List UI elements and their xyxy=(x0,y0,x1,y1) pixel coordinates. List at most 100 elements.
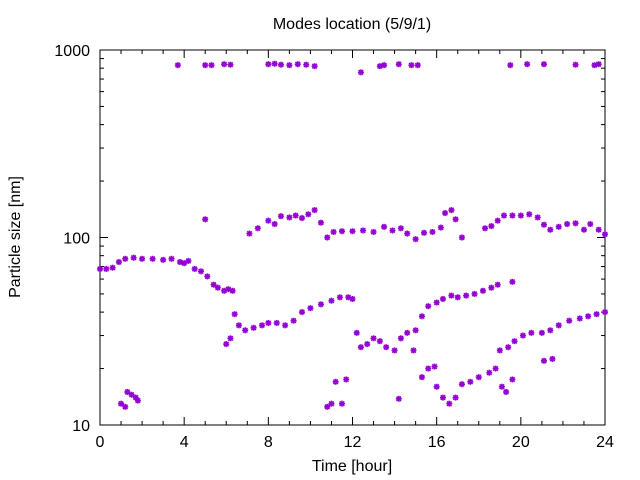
data-point xyxy=(547,327,554,334)
data-point xyxy=(317,219,324,226)
y-tick-labels: 10 100 1000 xyxy=(54,43,90,435)
data-point xyxy=(303,61,310,68)
data-point xyxy=(404,329,411,336)
data-point xyxy=(517,212,524,219)
data-point xyxy=(227,335,234,342)
data-point xyxy=(576,315,583,322)
data-point xyxy=(208,62,215,69)
x-tick-label: 24 xyxy=(596,434,614,451)
data-point xyxy=(282,322,289,329)
data-point xyxy=(250,324,257,331)
data-point xyxy=(370,335,377,342)
data-point xyxy=(357,344,364,351)
data-point xyxy=(265,217,272,224)
data-point xyxy=(290,317,297,324)
data-point xyxy=(246,230,253,237)
data-point xyxy=(122,255,129,262)
data-point xyxy=(328,400,335,407)
x-axis-label: Time [hour] xyxy=(312,458,392,475)
data-point xyxy=(273,319,280,326)
data-point xyxy=(130,254,137,261)
data-point xyxy=(349,295,356,302)
data-point xyxy=(540,221,547,228)
data-point xyxy=(587,221,594,228)
x-tick-label: 8 xyxy=(264,434,273,451)
data-point xyxy=(429,228,436,235)
data-point xyxy=(103,265,110,272)
x-tick-labels: 0 4 8 12 16 20 24 xyxy=(96,434,614,451)
data-point xyxy=(317,301,324,308)
data-point xyxy=(585,313,592,320)
data-point xyxy=(524,61,531,68)
data-point xyxy=(486,369,493,376)
data-point xyxy=(168,255,175,262)
data-point xyxy=(492,365,499,372)
data-point xyxy=(540,357,547,364)
data-point xyxy=(488,284,495,291)
data-point xyxy=(286,62,293,69)
data-point xyxy=(277,61,284,68)
data-point xyxy=(467,378,474,385)
data-point xyxy=(439,295,446,302)
data-point xyxy=(231,311,238,318)
data-point xyxy=(534,214,541,221)
data-point xyxy=(353,329,360,336)
data-point xyxy=(418,313,425,320)
data-point xyxy=(397,335,404,342)
data-point xyxy=(395,395,402,402)
data-point xyxy=(564,221,571,228)
data-point xyxy=(404,230,411,237)
data-point xyxy=(494,217,501,224)
data-point xyxy=(509,212,516,219)
data-point xyxy=(595,61,602,68)
data-point xyxy=(307,305,314,312)
data-point xyxy=(418,374,425,381)
data-point xyxy=(265,61,272,68)
data-point xyxy=(572,220,579,227)
data-point xyxy=(526,211,533,218)
data-point xyxy=(305,211,312,218)
data-point xyxy=(397,225,404,232)
plot-frame xyxy=(99,49,606,426)
axis-ticks xyxy=(99,49,606,426)
data-point xyxy=(109,264,116,271)
data-point xyxy=(391,347,398,354)
data-points xyxy=(97,60,608,410)
data-point xyxy=(412,236,419,243)
data-point xyxy=(324,234,331,241)
data-point xyxy=(452,394,459,401)
data-point xyxy=(122,403,129,410)
data-point xyxy=(555,223,562,230)
data-point xyxy=(235,322,242,329)
data-point xyxy=(498,383,505,390)
data-point xyxy=(97,265,103,272)
data-point xyxy=(479,287,486,294)
data-point xyxy=(519,332,526,339)
data-point xyxy=(410,347,417,354)
data-point xyxy=(408,62,415,69)
data-point xyxy=(437,224,444,231)
data-point xyxy=(412,327,419,334)
data-point xyxy=(330,228,337,235)
data-point xyxy=(364,341,371,348)
data-point xyxy=(149,255,156,262)
data-point xyxy=(475,374,482,381)
x-tick-label: 0 xyxy=(96,434,105,451)
data-point xyxy=(482,225,489,232)
data-point xyxy=(540,61,547,68)
data-point xyxy=(505,344,512,351)
x-tick-label: 20 xyxy=(512,434,530,451)
data-point xyxy=(494,281,501,288)
data-point xyxy=(414,62,421,69)
data-point xyxy=(602,231,608,238)
data-point xyxy=(242,327,249,334)
data-point xyxy=(271,221,278,228)
data-point xyxy=(360,227,367,234)
data-point xyxy=(229,287,236,294)
data-point xyxy=(299,215,305,222)
data-point xyxy=(124,388,131,395)
data-point xyxy=(555,322,562,329)
data-point xyxy=(338,400,345,407)
x-tick-label: 4 xyxy=(180,434,189,451)
